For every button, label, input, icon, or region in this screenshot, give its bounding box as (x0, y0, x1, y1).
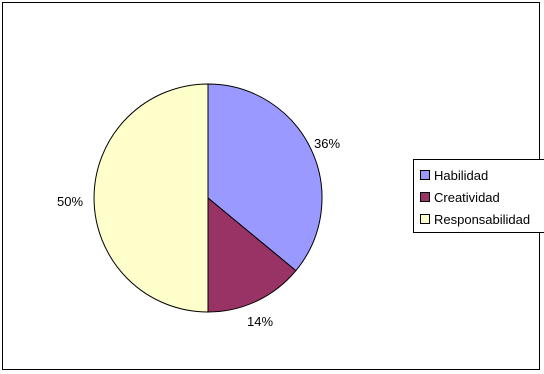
pie-slice-creatividad (207, 196, 297, 313)
data-label-creatividad: 14% (247, 314, 274, 329)
data-label-habilidad: 36% (314, 136, 341, 151)
legend-label-creatividad: Creatividad (434, 189, 500, 205)
pie-slice-responsabilidad (93, 83, 209, 313)
pie-slice-habilidad (207, 83, 323, 272)
legend-swatch-responsabilidad (420, 214, 430, 224)
legend-label-habilidad: Habilidad (434, 167, 489, 183)
pie-chart (93, 83, 323, 313)
legend-item-habilidad: Habilidad (420, 164, 544, 186)
legend-item-responsabilidad: Responsabilidad (420, 208, 544, 230)
legend-label-responsabilidad: Responsabilidad (434, 211, 531, 227)
data-label-responsabilidad: 50% (57, 194, 84, 209)
legend: Habilidad Creatividad Responsabilidad (413, 159, 544, 233)
legend-swatch-habilidad (420, 170, 430, 180)
legend-swatch-creatividad (420, 192, 430, 202)
legend-item-creatividad: Creatividad (420, 186, 544, 208)
